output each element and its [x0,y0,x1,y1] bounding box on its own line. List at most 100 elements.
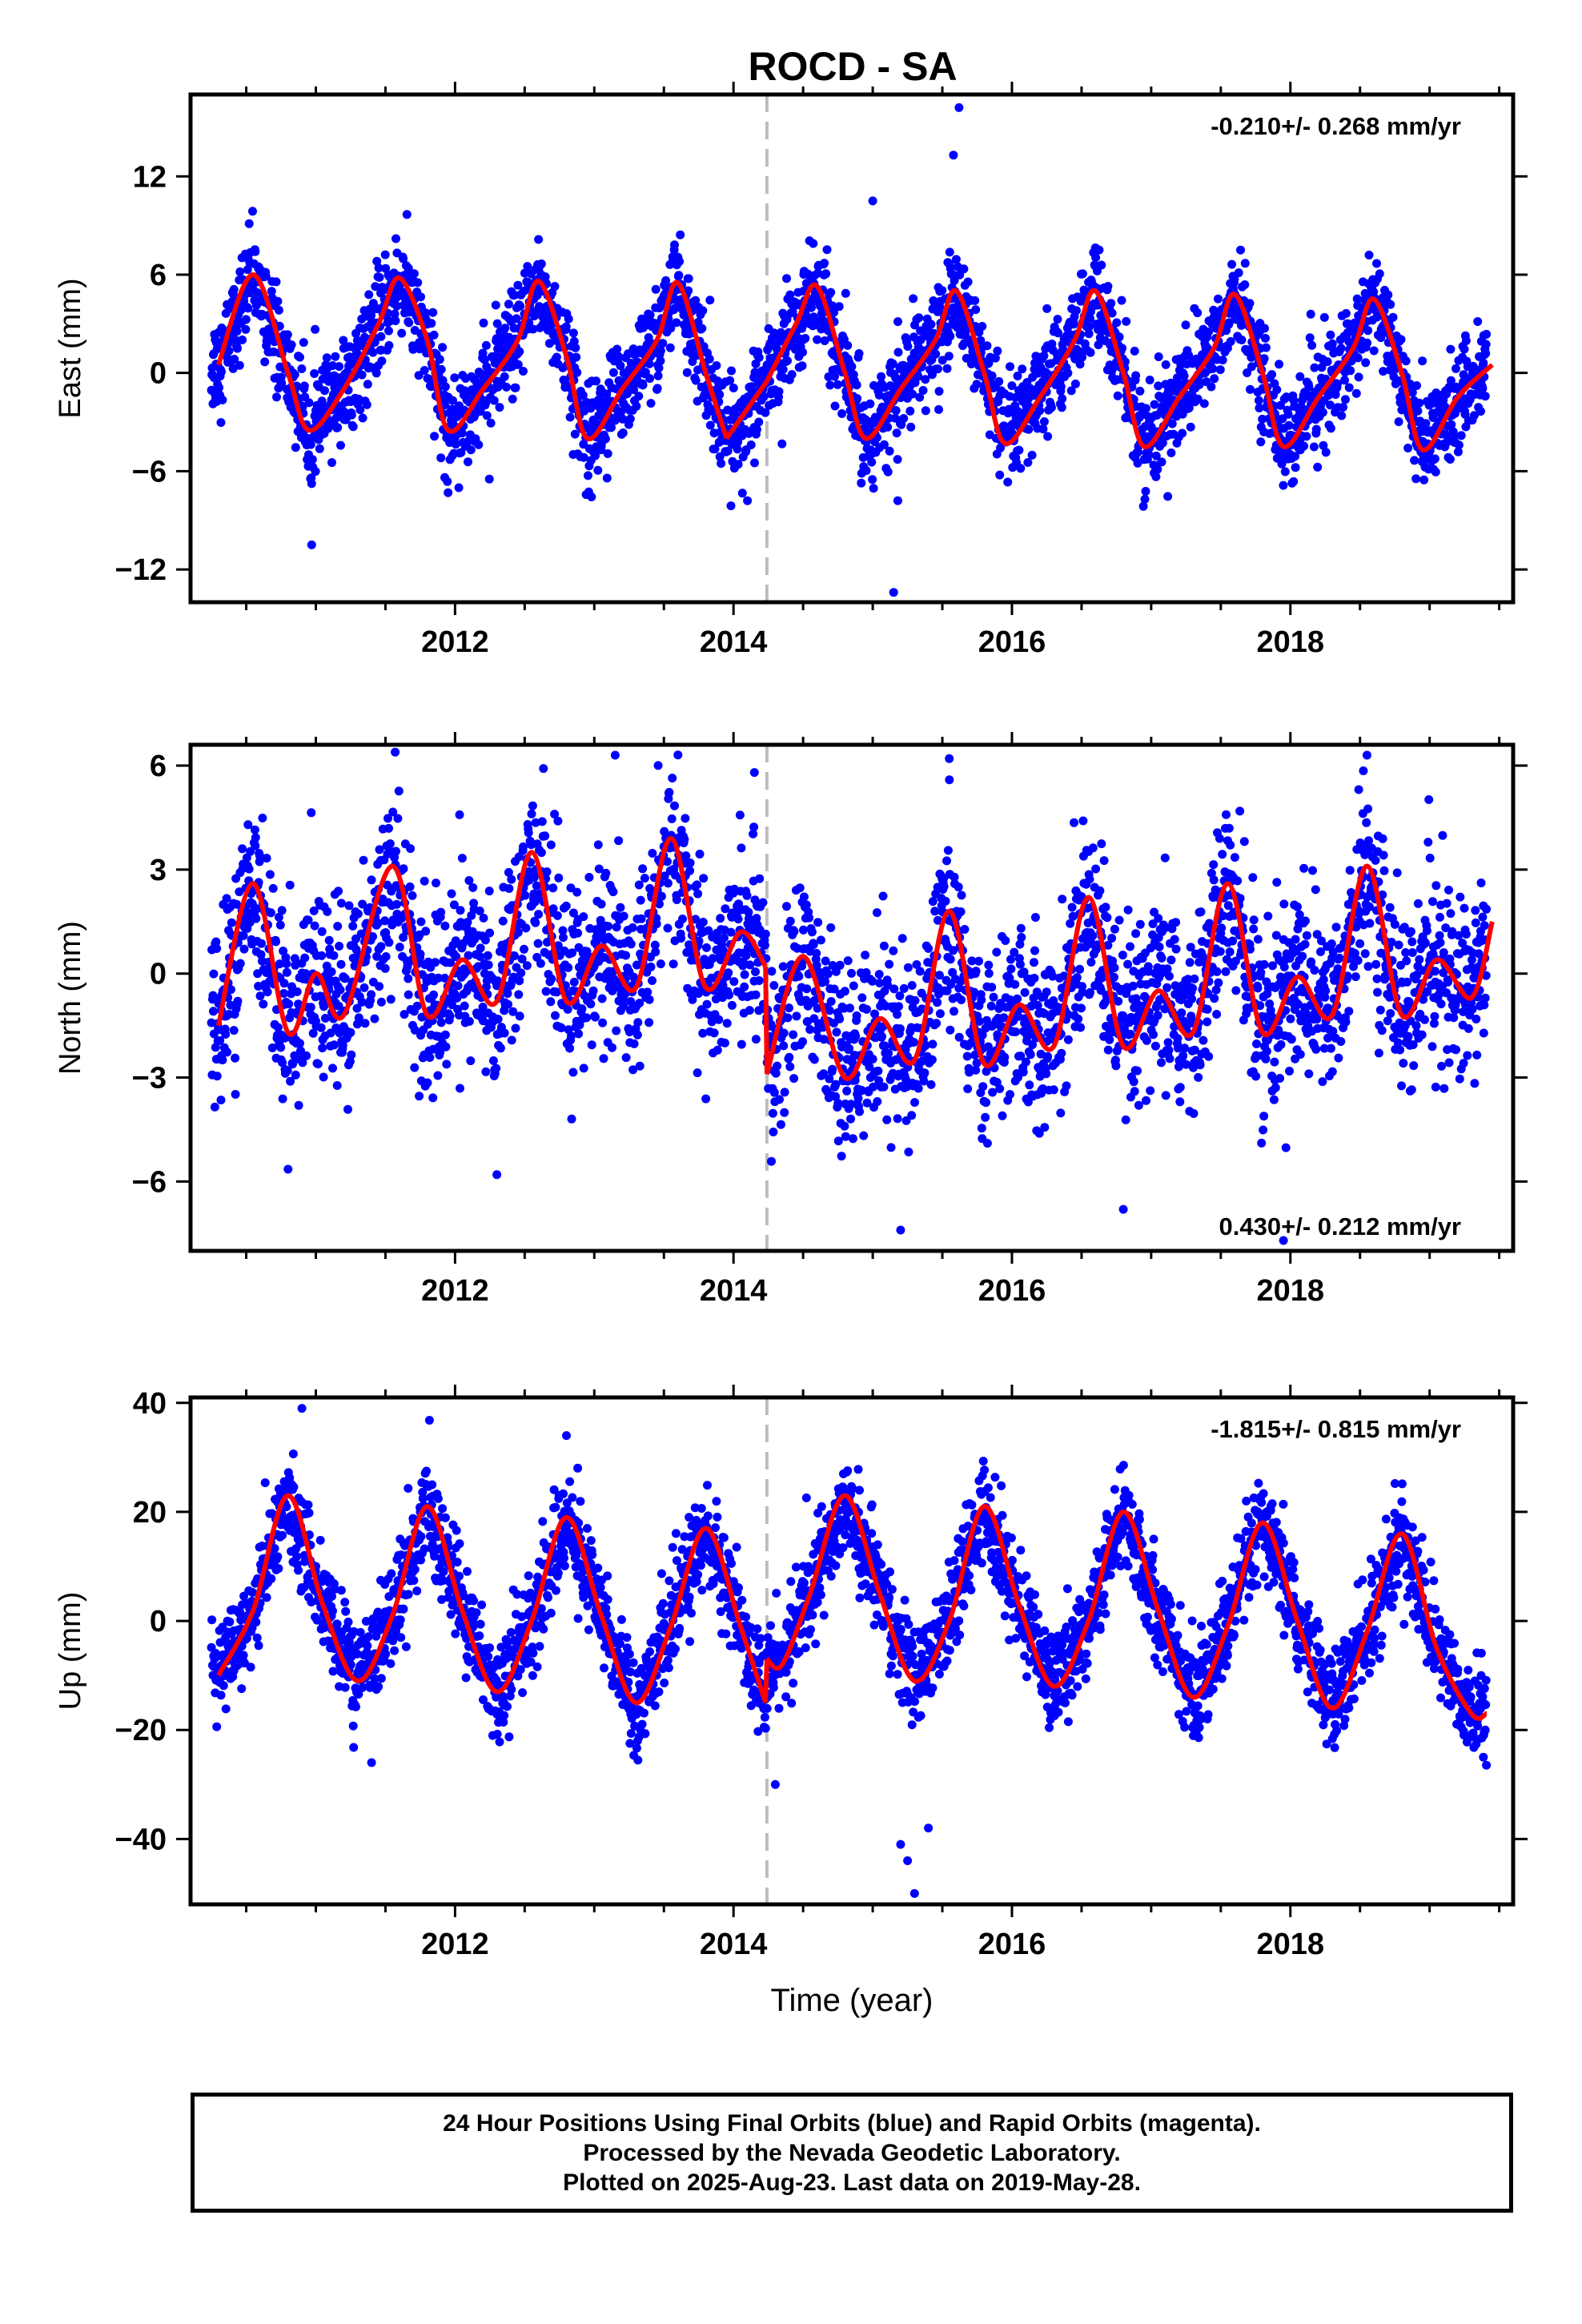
data-point [476,943,485,953]
data-point [868,976,877,986]
data-point [306,440,315,449]
data-point [1261,343,1271,352]
data-point [913,372,923,381]
data-point [843,956,853,966]
data-point [235,267,245,276]
data-point [1309,442,1319,452]
data-point [375,845,384,854]
data-point [772,344,781,354]
data-point [840,987,849,996]
data-point [550,282,560,292]
data-point [238,335,247,344]
data-point [1375,269,1384,279]
data-point [307,479,316,489]
data-point [809,939,818,949]
data-point [777,439,787,448]
data-point [769,1128,778,1136]
data-point [500,324,510,333]
data-point [767,967,777,976]
data-point [667,814,677,823]
data-point [431,958,440,967]
data-point [344,901,354,911]
data-point [404,990,413,999]
data-point [779,1041,789,1051]
data-point [287,340,296,350]
data-point [412,1001,422,1011]
data-point [1453,447,1463,456]
data-point [529,873,539,883]
data-point [514,990,524,999]
data-point [397,328,407,338]
data-point [492,1063,501,1073]
data-point [701,1094,711,1104]
data-point [817,308,827,318]
data-point [1163,492,1173,501]
data-point [1046,403,1056,412]
data-point [782,902,791,911]
data-point [574,1029,584,1039]
data-point [534,910,544,919]
data-point [1361,358,1371,368]
data-point [319,1002,328,1011]
data-point [934,364,942,374]
data-point [812,948,821,958]
data-point [511,1023,520,1033]
data-point [707,1017,717,1027]
data-point [754,353,764,362]
data-point [661,275,671,285]
data-point [1053,315,1062,324]
data-point [1247,362,1256,372]
data-point [752,424,761,434]
data-point [552,911,562,920]
data-point [577,1004,587,1014]
data-point [451,440,460,449]
data-point [636,895,645,905]
data-point [444,488,453,497]
data-point [938,286,947,296]
data-point [934,387,944,396]
data-point [309,906,319,915]
data-point [646,962,656,971]
data-point [329,1040,339,1050]
data-point [391,846,400,856]
data-point [789,927,799,936]
data-point [368,932,377,941]
data-point [479,913,488,923]
data-point [250,825,259,834]
data-point [608,1043,616,1052]
data-point [899,983,909,993]
data-point [1193,394,1203,404]
data-point [665,787,674,797]
data-point [384,340,394,350]
data-point [626,939,636,949]
data-point [1085,322,1094,332]
data-point [277,378,287,388]
data-point [1043,432,1053,441]
data-point [507,875,516,884]
data-point [737,489,747,498]
data-point [831,1092,840,1101]
data-point [1122,316,1131,326]
data-point [694,989,703,998]
data-point [784,1003,793,1013]
data-point [1018,364,1027,374]
data-point [283,1066,292,1076]
data-point [725,991,734,999]
data-point [628,923,637,932]
data-point [1038,424,1048,434]
data-point [1413,406,1423,416]
data-point [1403,444,1413,452]
data-point [1133,458,1142,468]
data-point [682,368,692,377]
data-point [399,864,408,874]
data-point [1063,368,1073,378]
data-point [1013,372,1022,380]
data-point [1069,320,1078,329]
data-point [663,857,672,866]
data-point [798,1037,807,1047]
data-point [233,996,243,1006]
data-point [395,943,404,952]
data-point [826,287,836,297]
data-point [265,870,275,879]
data-point [837,409,847,418]
